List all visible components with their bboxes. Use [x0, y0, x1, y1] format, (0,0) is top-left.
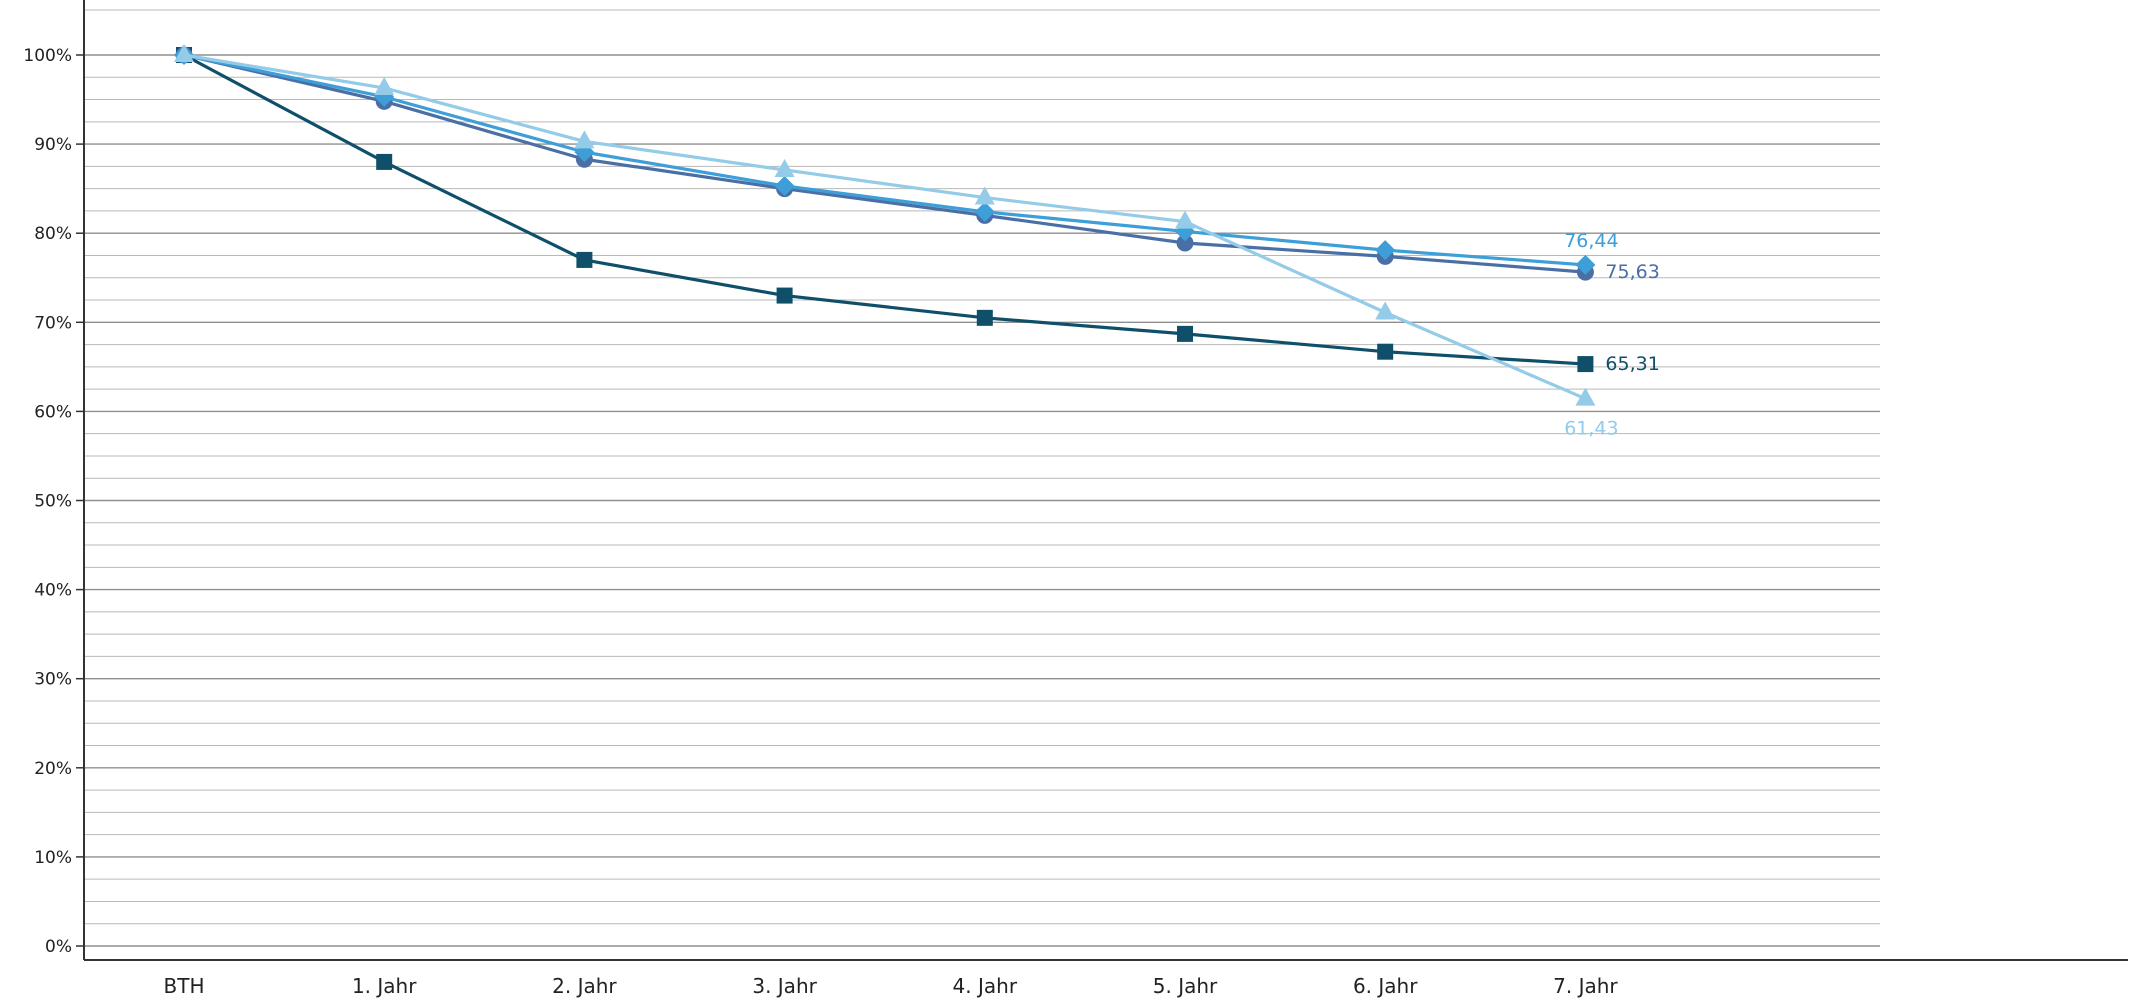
data-point-square — [376, 153, 393, 170]
series-line-0 — [183, 53, 1586, 366]
data-point-circle — [1176, 234, 1194, 252]
series-line-1 — [183, 53, 1586, 274]
x-tick-label: 6. Jahr — [1353, 974, 1418, 998]
data-point-triangle — [1375, 301, 1396, 320]
data-point-triangle — [1575, 387, 1596, 406]
y-tick-label: 90% — [34, 135, 72, 155]
data-point-triangle — [1175, 210, 1195, 229]
x-tick-label: 4. Jahr — [953, 974, 1018, 998]
data-point-square — [1577, 356, 1594, 373]
series-line-2 — [183, 53, 1586, 267]
x-tick-label: 7. Jahr — [1553, 974, 1618, 998]
x-tick-label: 2. Jahr — [552, 974, 617, 998]
y-tick-label: 60% — [34, 402, 72, 422]
data-label: 65,31 — [1605, 353, 1659, 375]
y-tick-label: 50% — [34, 492, 72, 512]
data-label: 61,43 — [1564, 418, 1618, 440]
x-tick-label: BTH — [164, 974, 205, 998]
x-tick-label: 1. Jahr — [352, 974, 417, 998]
y-tick-label: 70% — [34, 313, 72, 333]
data-point-triangle — [974, 186, 995, 205]
y-tick-label: 40% — [34, 581, 72, 601]
series-line-3 — [183, 53, 1587, 401]
data-point-square — [976, 309, 993, 326]
data-point-triangle — [374, 76, 395, 95]
data-label: 75,63 — [1605, 261, 1659, 283]
data-point-square — [1377, 343, 1394, 360]
y-tick-label: 30% — [34, 670, 72, 690]
data-point-square — [576, 251, 593, 268]
y-tick-label: 20% — [34, 759, 72, 779]
data-point-triangle — [574, 130, 595, 149]
data-point-square — [776, 287, 793, 304]
data-point-diamond — [774, 175, 795, 196]
data-point-square — [1177, 325, 1193, 342]
data-point-triangle — [774, 158, 795, 177]
x-tick-label: 3. Jahr — [752, 974, 817, 998]
data-point-diamond — [1375, 240, 1396, 261]
data-point-diamond — [974, 201, 995, 222]
y-tick-label: 10% — [34, 848, 72, 868]
data-label: 76,44 — [1564, 230, 1618, 252]
y-tick-label: 0% — [45, 937, 72, 957]
data-point-triangle — [174, 44, 194, 62]
y-tick-label: 100% — [23, 46, 72, 66]
y-tick-label: 80% — [34, 224, 72, 244]
data-point-diamond — [1575, 254, 1596, 275]
x-tick-label: 5. Jahr — [1153, 974, 1218, 998]
